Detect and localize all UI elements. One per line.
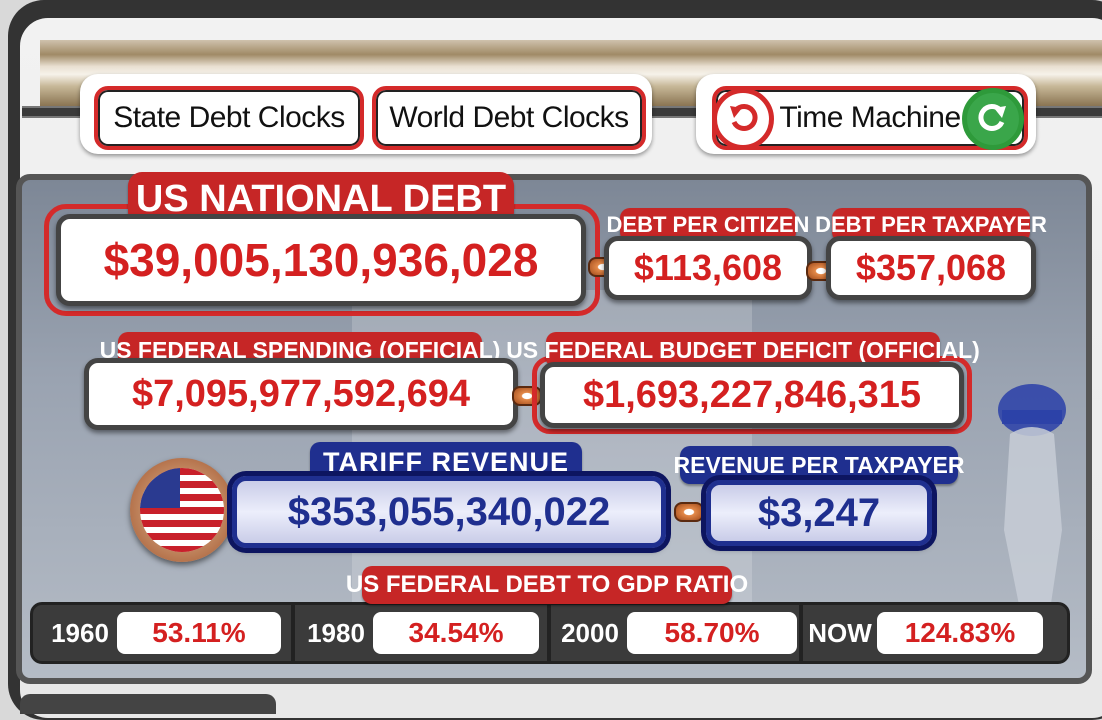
- budget-deficit-value: $1,693,227,846,315: [540, 362, 964, 428]
- gdp-item: NOW 124.83%: [803, 611, 1043, 655]
- time-machine-label: Time Machine: [779, 101, 961, 134]
- gdp-value: 58.70%: [627, 612, 797, 654]
- undo-arrow-icon[interactable]: [712, 88, 774, 150]
- gdp-value: 34.54%: [373, 612, 539, 654]
- tariff-revenue-label: TARIFF REVENUE: [310, 442, 582, 482]
- gdp-item: 1960 53.11%: [43, 611, 281, 655]
- gdp-item: 2000 58.70%: [553, 611, 797, 655]
- gdp-year: 1960: [51, 617, 109, 648]
- bottom-tab-stub: [20, 694, 276, 714]
- gdp-year: NOW: [808, 617, 872, 648]
- gdp-value: 53.11%: [117, 612, 281, 654]
- gdp-divider: [291, 605, 295, 661]
- rail-mid: [650, 106, 700, 118]
- gdp-divider: [799, 605, 803, 661]
- link-icon: [674, 502, 704, 522]
- gdp-item: 1980 34.54%: [299, 611, 539, 655]
- national-debt-value: $39,005,130,936,028: [56, 214, 586, 306]
- redo-arrow-icon[interactable]: [962, 88, 1024, 150]
- rail-left: [22, 106, 92, 118]
- gdp-divider: [547, 605, 551, 661]
- world-debt-clocks-button[interactable]: World Debt Clocks: [372, 86, 646, 150]
- state-debt-clocks-button[interactable]: State Debt Clocks: [94, 86, 364, 150]
- gdp-ratio-bar: 1960 53.11% 1980 34.54% 2000 58.70% NOW …: [30, 602, 1070, 664]
- gdp-ratio-label: US FEDERAL DEBT TO GDP RATIO: [346, 566, 748, 604]
- gdp-value: 124.83%: [877, 612, 1043, 654]
- federal-spending-value: $7,095,977,592,694: [84, 358, 518, 430]
- tariff-revenue-value: $353,055,340,022: [232, 476, 666, 548]
- debt-per-citizen-value: $113,608: [604, 236, 812, 300]
- us-flag-icon: [130, 458, 234, 562]
- rail-right: [1035, 106, 1102, 118]
- gdp-year: 1980: [307, 617, 365, 648]
- revenue-per-taxpayer-value: $3,247: [706, 480, 932, 546]
- gdp-year: 2000: [561, 617, 619, 648]
- revenue-per-taxpayer-label: REVENUE PER TAXPAYER: [674, 446, 965, 484]
- debt-per-taxpayer-value: $357,068: [826, 236, 1036, 300]
